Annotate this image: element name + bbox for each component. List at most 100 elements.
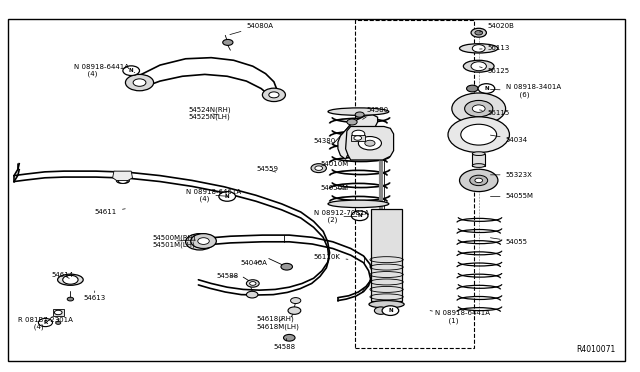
Ellipse shape — [463, 60, 494, 72]
Bar — [355, 20, 474, 348]
Circle shape — [284, 334, 295, 341]
Circle shape — [191, 234, 216, 248]
Ellipse shape — [472, 152, 485, 155]
Text: 56110K: 56110K — [314, 254, 348, 260]
Text: 56125: 56125 — [479, 67, 510, 74]
Circle shape — [452, 93, 506, 124]
Circle shape — [467, 85, 478, 92]
Polygon shape — [346, 126, 394, 160]
Circle shape — [246, 291, 258, 298]
Circle shape — [118, 178, 127, 183]
Circle shape — [311, 164, 326, 173]
Text: N 08912-7081A
      (2): N 08912-7081A (2) — [314, 210, 369, 223]
Circle shape — [315, 166, 323, 170]
Ellipse shape — [369, 301, 404, 308]
Circle shape — [117, 172, 126, 177]
Bar — [472, 154, 485, 166]
Circle shape — [478, 84, 495, 93]
Text: 54080A: 54080A — [230, 23, 273, 35]
Ellipse shape — [58, 274, 83, 285]
Circle shape — [269, 92, 279, 98]
Circle shape — [470, 175, 488, 186]
Bar — [371, 209, 402, 301]
Polygon shape — [351, 135, 365, 141]
Text: 54588: 54588 — [274, 339, 296, 350]
Circle shape — [475, 178, 483, 183]
Polygon shape — [338, 115, 378, 159]
Text: N 08918-6461A
      (4): N 08918-6461A (4) — [186, 189, 241, 202]
Circle shape — [382, 306, 399, 315]
Text: 54055: 54055 — [490, 238, 527, 245]
Text: 54580: 54580 — [363, 107, 388, 119]
Text: N: N — [484, 86, 489, 91]
Text: N: N — [388, 308, 393, 313]
Text: N 08918-6441A
      (1): N 08918-6441A (1) — [430, 310, 490, 324]
Text: 55323X: 55323X — [490, 172, 532, 178]
Text: R4010071: R4010071 — [577, 345, 616, 354]
Circle shape — [352, 130, 365, 138]
Text: 54611: 54611 — [95, 209, 125, 215]
Circle shape — [351, 211, 368, 221]
Circle shape — [133, 79, 146, 86]
Text: 54034: 54034 — [490, 135, 528, 142]
Circle shape — [219, 192, 236, 201]
Circle shape — [186, 234, 214, 250]
Text: 54040A: 54040A — [240, 260, 267, 266]
Circle shape — [465, 100, 493, 117]
Text: 54618(RH)
54618M(LH): 54618(RH) 54618M(LH) — [256, 316, 299, 330]
Text: 54010M: 54010M — [320, 161, 351, 170]
Ellipse shape — [115, 172, 128, 177]
Ellipse shape — [116, 178, 129, 183]
Circle shape — [223, 39, 233, 45]
Text: 54614: 54614 — [51, 272, 74, 278]
Circle shape — [358, 137, 381, 150]
Circle shape — [461, 124, 497, 145]
Circle shape — [38, 318, 52, 327]
Ellipse shape — [472, 164, 485, 167]
Circle shape — [385, 307, 398, 314]
Circle shape — [56, 321, 61, 324]
Circle shape — [471, 28, 486, 37]
Circle shape — [198, 238, 209, 244]
Text: N 08918-3401A
      (6): N 08918-3401A (6) — [490, 84, 561, 98]
Circle shape — [472, 45, 485, 52]
Text: 54050M: 54050M — [320, 185, 348, 191]
Circle shape — [355, 112, 364, 117]
Circle shape — [262, 88, 285, 102]
Circle shape — [281, 263, 292, 270]
Circle shape — [448, 117, 509, 153]
Circle shape — [374, 307, 387, 314]
Circle shape — [250, 282, 256, 285]
Circle shape — [460, 169, 498, 192]
Circle shape — [347, 119, 357, 125]
Circle shape — [54, 310, 62, 315]
Text: R 081B7-2301A
       (4): R 081B7-2301A (4) — [18, 316, 73, 330]
Polygon shape — [113, 171, 132, 180]
Circle shape — [67, 297, 74, 301]
Circle shape — [471, 62, 486, 71]
Text: 54524N(RH)
54525N(LH): 54524N(RH) 54525N(LH) — [189, 106, 232, 121]
Circle shape — [475, 31, 483, 35]
Text: 54588: 54588 — [216, 273, 239, 279]
Text: N 08918-6441A
      (4): N 08918-6441A (4) — [74, 64, 135, 77]
Text: 54380: 54380 — [314, 138, 336, 144]
Text: 54055M: 54055M — [490, 193, 534, 199]
Circle shape — [193, 238, 206, 246]
Text: 56113: 56113 — [479, 45, 510, 51]
Circle shape — [365, 140, 375, 146]
Text: N: N — [129, 68, 134, 73]
Text: 54559: 54559 — [256, 166, 278, 172]
Circle shape — [291, 298, 301, 304]
Text: 54613: 54613 — [83, 291, 106, 301]
Circle shape — [354, 136, 362, 140]
Circle shape — [246, 280, 259, 287]
Text: 56115: 56115 — [479, 110, 510, 116]
Text: R: R — [44, 320, 47, 325]
Circle shape — [472, 105, 485, 112]
Polygon shape — [53, 309, 64, 316]
Circle shape — [63, 275, 78, 284]
Ellipse shape — [460, 44, 498, 53]
Ellipse shape — [328, 108, 389, 115]
Text: 54020B: 54020B — [479, 23, 515, 32]
Text: N: N — [357, 213, 362, 218]
